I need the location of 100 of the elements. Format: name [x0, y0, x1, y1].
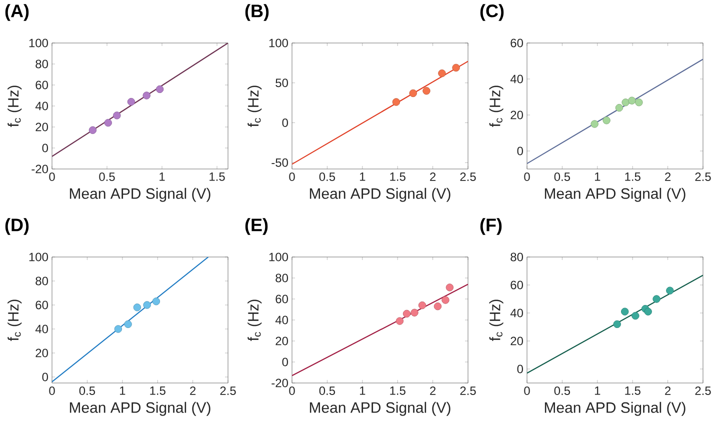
x-tick-label: 2	[665, 172, 671, 181]
point	[156, 85, 164, 94]
y-axis-title: f$_{c}$ (Hz)	[489, 300, 504, 341]
y-tick-label: 100	[269, 38, 288, 48]
x-tick-label: 0	[289, 386, 295, 396]
y-tick-label: 0	[42, 144, 48, 152]
x-tick-label: 1	[594, 386, 600, 395]
point	[452, 64, 460, 72]
y-axis-title: f$_{c}$ (Hz)	[8, 300, 22, 341]
point	[635, 98, 643, 106]
x-tick-label: 0	[49, 386, 55, 396]
x-tick-label: 0.5	[319, 386, 336, 396]
x-tick-label: 1.5	[150, 386, 166, 395]
x-tick-label: 1	[594, 172, 600, 181]
chart-title: (C)	[480, 4, 504, 21]
x-tick-label: 2.5	[460, 172, 476, 182]
y-tick-label: -50	[272, 158, 288, 167]
point	[402, 310, 411, 318]
x-tick-label: 1.5	[210, 172, 225, 181]
x-tick-label: 2.5	[695, 386, 711, 396]
y-tick-label: 60	[276, 294, 288, 304]
y-tick-label: 100	[29, 252, 48, 262]
point	[113, 112, 121, 120]
x-tick-label: 2	[430, 172, 436, 181]
point	[88, 126, 97, 134]
x-tick-label: 1	[360, 172, 366, 181]
y-tick-label: 40	[510, 308, 524, 318]
point	[438, 69, 446, 78]
point	[143, 301, 151, 309]
point	[114, 325, 122, 333]
x-tick-label: 0	[524, 386, 530, 396]
y-tick-label: 60	[510, 38, 524, 48]
x-tick-label: 1	[360, 386, 366, 395]
x-axis-title: Mean APD Signal (V)	[70, 402, 210, 416]
y-tick-label: 0	[517, 364, 524, 374]
point	[418, 301, 426, 310]
y-axis-title: f$_{c}$ (Hz)	[248, 86, 262, 127]
chart-title: (F)	[480, 218, 502, 235]
y-tick-label: 60	[510, 280, 524, 290]
y-tick-label: 40	[35, 102, 48, 110]
x-tick-label: 2	[190, 386, 196, 395]
point	[434, 302, 442, 310]
point	[442, 296, 450, 304]
chart-title: (A)	[5, 4, 29, 21]
point	[590, 120, 598, 128]
point	[152, 298, 160, 306]
x-axis-title: Mean APD Signal (V)	[544, 188, 686, 202]
y-tick-label: 40	[510, 74, 524, 84]
point	[446, 284, 454, 292]
x-tick-label: 0.5	[554, 386, 570, 396]
point	[410, 308, 418, 316]
x-axis-title: Mean APD Signal (V)	[310, 402, 450, 416]
point	[409, 89, 417, 98]
y-tick-label: 20	[510, 336, 524, 346]
point	[124, 320, 132, 328]
y-tick-label: 40	[35, 324, 48, 334]
y-tick-label: 20	[36, 348, 48, 358]
point	[632, 312, 640, 320]
point	[422, 86, 430, 95]
point	[133, 304, 142, 312]
x-tick-label: 2.5	[460, 386, 476, 396]
x-tick-label: 0	[524, 172, 530, 182]
x-tick-label: 0.5	[319, 172, 336, 182]
point	[622, 98, 630, 106]
chart-title: (B)	[245, 4, 269, 21]
y-tick-label: 50	[276, 78, 288, 88]
y-tick-label: 0	[517, 146, 524, 156]
x-tick-label: 1.5	[625, 172, 640, 181]
y-axis-title: f$_{c}$ (Hz)	[248, 300, 262, 341]
y-tick-label: 100	[29, 38, 48, 48]
point	[602, 116, 610, 124]
y-tick-label: 80	[36, 60, 48, 68]
x-tick-label: 2.5	[695, 172, 711, 182]
x-tick-label: 1.5	[390, 386, 406, 395]
point	[666, 286, 674, 294]
chart-title: (D)	[5, 218, 29, 235]
y-tick-label: 20	[276, 336, 288, 346]
point	[615, 104, 624, 112]
x-tick-label: 2.5	[220, 386, 236, 396]
x-tick-label: 2	[430, 386, 436, 395]
x-axis-title: Mean APD Signal (V)	[310, 188, 450, 202]
point	[613, 320, 621, 328]
y-tick-label: 60	[36, 80, 48, 90]
x-tick-label: 0	[289, 172, 295, 182]
y-tick-label: 0	[282, 358, 288, 366]
point	[396, 317, 404, 325]
y-tick-label: 80	[36, 276, 48, 286]
y-axis-title: f$_{c}$ (Hz)	[8, 86, 22, 127]
y-tick-label: 80	[510, 252, 524, 262]
x-tick-label: 1	[120, 386, 126, 395]
point	[104, 118, 112, 127]
y-tick-label: 0	[42, 372, 48, 382]
x-tick-label: 1	[160, 172, 165, 181]
chart-title: (E)	[245, 218, 268, 235]
y-tick-label: 80	[276, 274, 288, 282]
point	[392, 98, 400, 106]
y-tick-label: 60	[36, 300, 48, 310]
point	[621, 308, 629, 316]
point	[142, 92, 150, 100]
y-tick-label: -20	[32, 164, 48, 174]
